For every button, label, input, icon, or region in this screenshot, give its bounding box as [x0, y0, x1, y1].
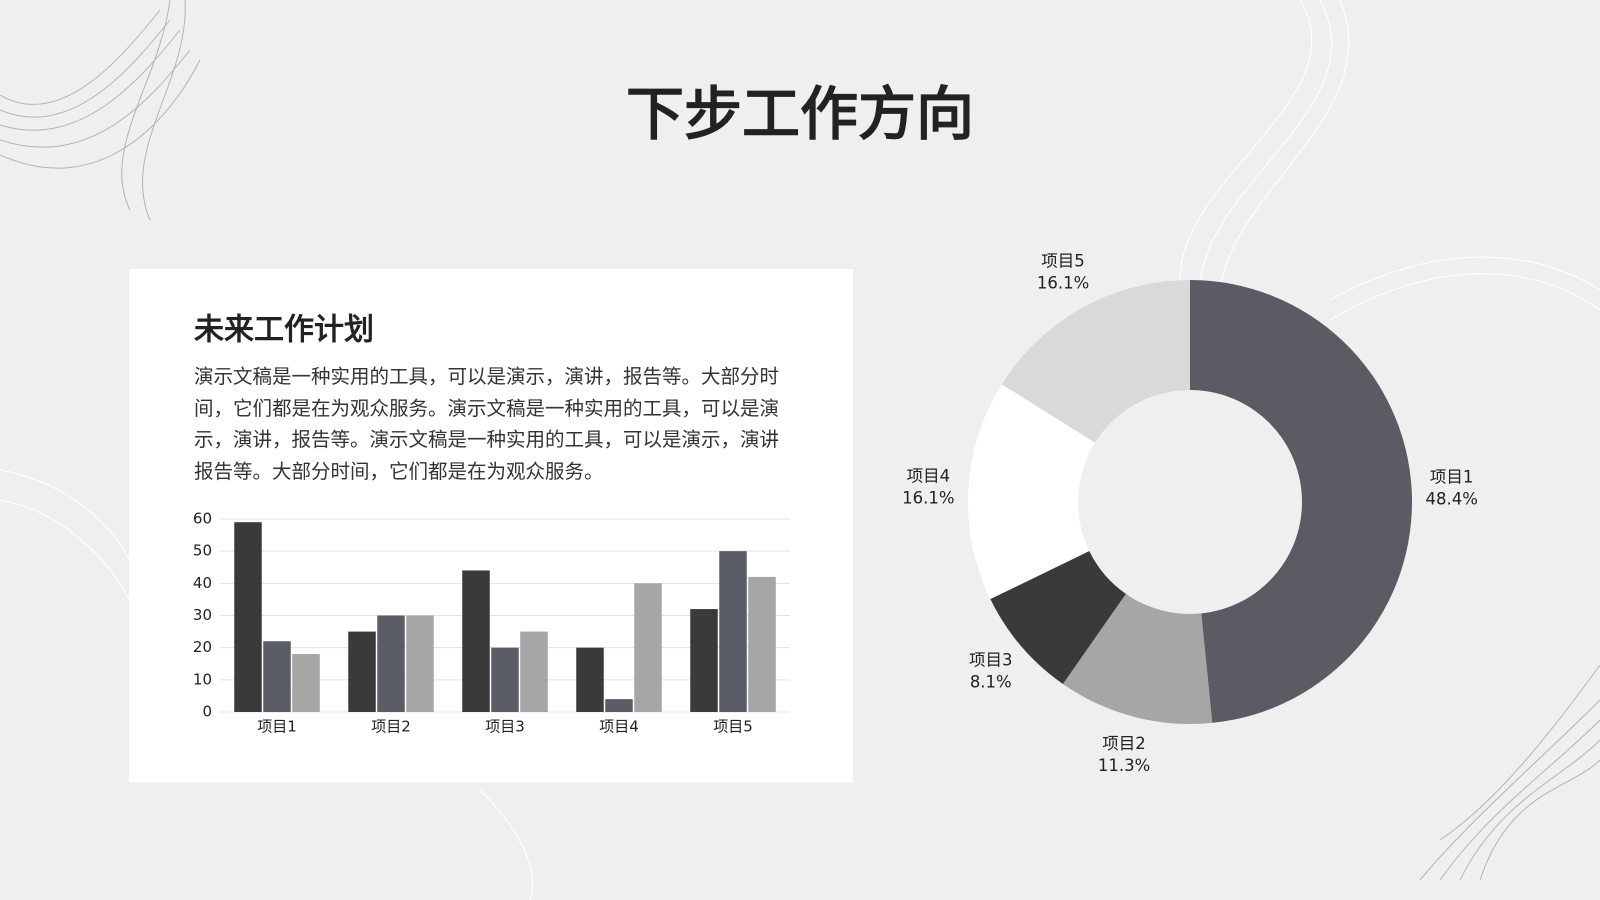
slice-value-label: 16.1% [1037, 273, 1089, 292]
bar [406, 615, 434, 712]
y-tick-label: 30 [193, 606, 212, 624]
bar [520, 631, 548, 712]
card-text: 演示文稿是一种实用的工具，可以是演示，演讲，报告等。大部分时间，它们都是在为观众… [194, 365, 780, 484]
slice-value-label: 48.4% [1425, 489, 1477, 508]
bar [634, 583, 662, 712]
bar [348, 631, 376, 712]
y-tick-label: 20 [193, 638, 212, 656]
page-title: 下步工作方向 [626, 80, 974, 148]
donut-slice [1190, 280, 1413, 723]
card-title: 未来工作计划 [194, 313, 374, 348]
x-tick-label: 项目5 [713, 718, 753, 736]
bar [748, 576, 776, 712]
bar [491, 647, 519, 712]
y-tick-label: 60 [193, 510, 212, 528]
x-tick-label: 项目3 [485, 718, 525, 736]
x-tick-label: 项目2 [371, 718, 411, 736]
bar [605, 699, 633, 712]
y-tick-label: 50 [193, 542, 212, 560]
donut-slice [968, 384, 1096, 600]
bar [234, 522, 262, 712]
slice-label: 项目2 [1102, 734, 1146, 753]
slice-label: 项目5 [1041, 251, 1085, 270]
x-tick-label: 项目4 [599, 718, 639, 736]
bar [719, 551, 747, 712]
slice-label: 项目4 [907, 467, 951, 486]
decoration [0, 0, 1600, 881]
y-tick-label: 10 [193, 670, 212, 688]
bar [377, 615, 405, 712]
slice-value-label: 16.1% [902, 489, 954, 508]
bar [263, 641, 291, 712]
bar [576, 647, 604, 712]
y-tick-label: 0 [202, 703, 212, 721]
bar [690, 609, 718, 712]
slice-value-label: 11.3% [1098, 756, 1150, 775]
slice-label: 项目1 [1430, 467, 1474, 486]
donut-slice [1001, 280, 1190, 443]
bar [292, 654, 320, 712]
bar [462, 570, 490, 712]
y-tick-label: 40 [193, 574, 212, 592]
x-tick-label: 项目1 [257, 718, 297, 736]
donut-slice [990, 550, 1126, 685]
slice-label: 项目3 [969, 651, 1013, 670]
slice-value-label: 8.1% [970, 673, 1012, 692]
donut-slice [1062, 593, 1213, 724]
